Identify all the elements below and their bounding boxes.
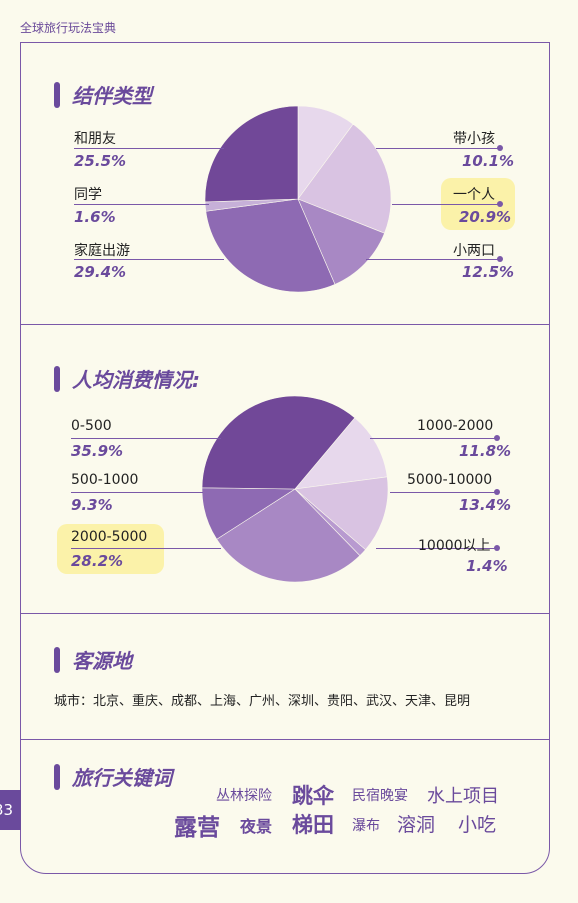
- spending-label: 2000-5000: [71, 529, 148, 545]
- keyword: 瀑布: [352, 818, 380, 834]
- spending-value: 35.9%: [71, 442, 124, 460]
- leader-line: [392, 204, 500, 205]
- companion-label: 小两口: [453, 243, 495, 259]
- companion-label: 带小孩: [453, 131, 495, 147]
- section-title-text: 客源地: [72, 649, 132, 673]
- keyword: 露营: [174, 815, 220, 841]
- title-bar-icon: [54, 82, 60, 108]
- leader-line: [74, 148, 224, 149]
- companion-value: 12.5%: [462, 263, 515, 281]
- page-number: 33: [0, 801, 14, 819]
- leader-line: [370, 438, 497, 439]
- leader-line: [71, 548, 221, 549]
- page-frame: [20, 42, 550, 874]
- companion-label: 和朋友: [74, 131, 116, 147]
- companion-label: 家庭出游: [74, 243, 130, 259]
- spending-label: 0-500: [71, 418, 112, 434]
- spending-value: 13.4%: [459, 496, 512, 514]
- keyword: 丛林探险: [216, 788, 272, 804]
- leader-line: [71, 438, 221, 439]
- companion-value: 1.6%: [74, 208, 116, 226]
- keyword: 小吃: [458, 814, 497, 836]
- spending-pie-chart: [201, 395, 389, 583]
- spending-value: 1.4%: [466, 557, 508, 575]
- keyword: 梯田: [292, 813, 334, 837]
- leader-dot-icon: [497, 145, 503, 151]
- origin-cities: 城市：北京、重庆、成都、上海、广州、深圳、贵阳、武汉、天津、昆明: [54, 694, 471, 709]
- section-title-origin: 客源地: [54, 645, 132, 674]
- keyword: 夜景: [240, 817, 273, 836]
- companion-value: 29.4%: [74, 263, 127, 281]
- leader-line: [376, 148, 500, 149]
- section-divider: [20, 739, 550, 740]
- companion-value: 10.1%: [462, 152, 515, 170]
- title-bar-icon: [54, 366, 60, 392]
- leader-line: [71, 492, 203, 493]
- pie-slice-3: [205, 198, 336, 293]
- pie-slice-5: [204, 105, 299, 203]
- leader-dot-icon: [497, 256, 503, 262]
- leader-line: [74, 259, 224, 260]
- spending-value: 11.8%: [459, 442, 512, 460]
- title-bar-icon: [54, 764, 60, 790]
- section-title-text: 结伴类型: [72, 84, 152, 108]
- pie-slice-1: [294, 476, 389, 551]
- section-title-keywords: 旅行关键词: [54, 762, 172, 791]
- leader-dot-icon: [494, 435, 500, 441]
- page-number-tab: 33: [0, 790, 21, 830]
- keyword: 跳伞: [292, 784, 334, 808]
- title-bar-icon: [54, 647, 60, 673]
- companion-label: 同学: [74, 187, 102, 203]
- section-title-spending: 人均消费情况:: [54, 364, 200, 393]
- companion-pie-chart: [204, 105, 392, 293]
- spending-label: 10000以上: [418, 538, 491, 554]
- keyword: 溶洞: [397, 814, 436, 836]
- pie-slice-1: [297, 123, 392, 234]
- pie-slice-5: [201, 395, 356, 490]
- companion-value: 25.5%: [74, 152, 127, 170]
- pie-slice-0: [294, 417, 388, 490]
- spending-value: 9.3%: [71, 496, 113, 514]
- companion-label: 一个人: [453, 187, 495, 203]
- highlight-box: [57, 524, 164, 574]
- section-divider: [20, 613, 550, 614]
- leader-line: [74, 204, 209, 205]
- spending-value: 28.2%: [71, 552, 124, 570]
- section-title-companion: 结伴类型: [54, 80, 152, 109]
- running-head: 全球旅行玩法宝典: [20, 21, 117, 35]
- leader-dot-icon: [494, 489, 500, 495]
- spending-label: 5000-10000: [407, 472, 493, 488]
- pie-slice-2: [297, 198, 385, 285]
- spending-label: 500-1000: [71, 472, 139, 488]
- leader-line: [390, 492, 497, 493]
- pie-slice-3: [216, 488, 361, 583]
- companion-value: 20.9%: [459, 208, 512, 226]
- spending-label: 1000-2000: [417, 418, 494, 434]
- leader-dot-icon: [494, 545, 500, 551]
- section-title-text: 人均消费情况:: [72, 368, 200, 392]
- leader-dot-icon: [497, 201, 503, 207]
- keyword: 水上项目: [427, 786, 499, 807]
- section-title-text: 旅行关键词: [72, 766, 172, 790]
- leader-line: [376, 548, 497, 549]
- section-divider: [20, 324, 550, 325]
- leader-line: [366, 259, 500, 260]
- keyword: 民宿晚宴: [352, 788, 408, 804]
